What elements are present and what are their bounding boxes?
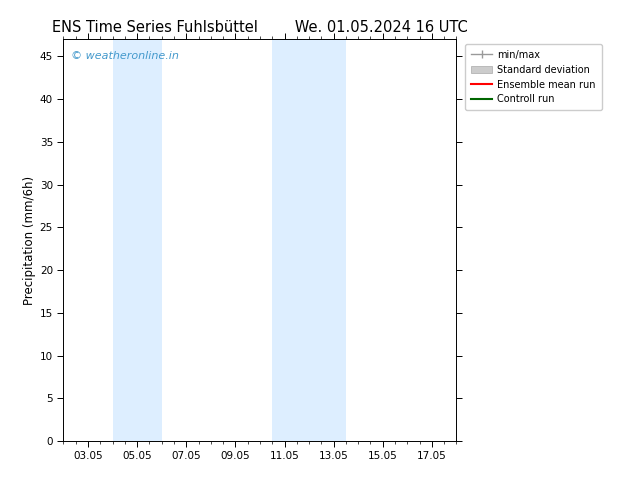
Text: ENS Time Series Fuhlsbüttel        We. 01.05.2024 16 UTC: ENS Time Series Fuhlsbüttel We. 01.05.20…: [52, 20, 468, 35]
Bar: [113, 39, 162, 441]
Text: © weatheronline.in: © weatheronline.in: [71, 51, 179, 61]
Legend: min/max, Standard deviation, Ensemble mean run, Controll run: min/max, Standard deviation, Ensemble me…: [465, 44, 602, 110]
Y-axis label: Precipitation (mm/6h): Precipitation (mm/6h): [23, 175, 36, 305]
Bar: [272, 39, 346, 441]
